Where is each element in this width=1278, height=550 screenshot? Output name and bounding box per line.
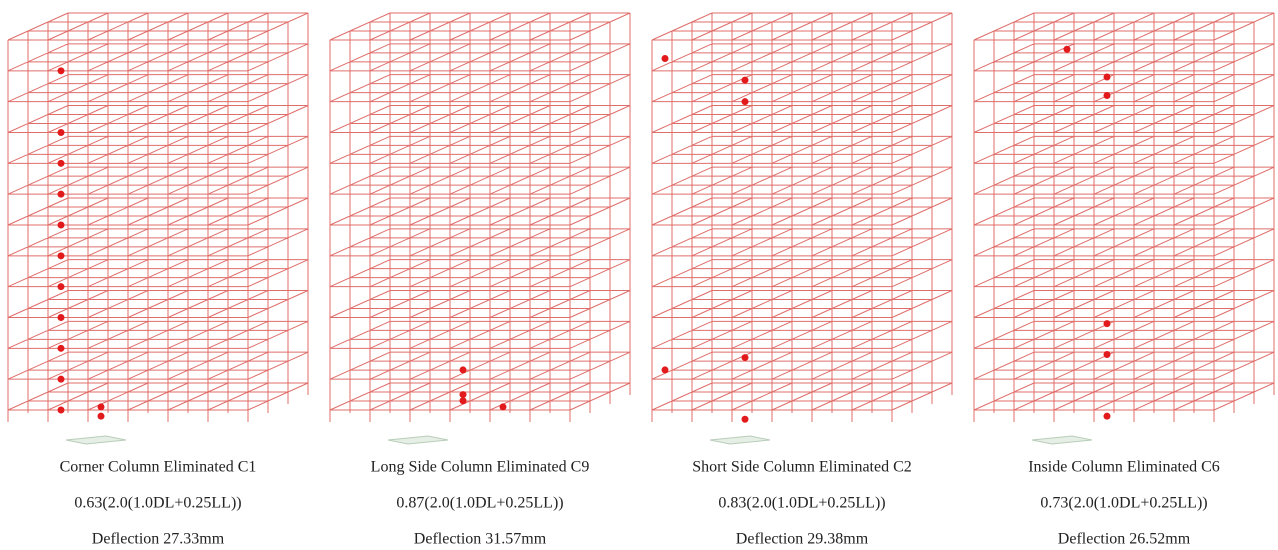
plastic-hinge xyxy=(58,314,65,321)
plastic-hinge xyxy=(98,413,105,420)
support-symbol xyxy=(1032,436,1092,444)
support-symbol xyxy=(66,436,126,444)
plastic-hinge xyxy=(58,191,65,198)
frame-panel: Long Side Column Eliminated C9 0.87(2.0(1… xyxy=(330,13,630,548)
panel-ratio: 0.83(2.0(1.0DL+0.25LL)) xyxy=(718,495,885,512)
plastic-hinge xyxy=(1104,320,1111,327)
plastic-hinge xyxy=(58,160,65,167)
plastic-hinge xyxy=(58,252,65,259)
plastic-hinge xyxy=(58,283,65,290)
plastic-hinge xyxy=(58,67,65,74)
panel-caption: Corner Column Eliminated C1 xyxy=(60,459,257,476)
plastic-hinge xyxy=(1104,413,1111,420)
frame-members xyxy=(8,13,308,422)
plastic-hinge xyxy=(1104,92,1111,99)
support-symbol xyxy=(388,436,448,444)
support-symbol xyxy=(710,436,770,444)
plastic-hinge xyxy=(1104,351,1111,358)
plastic-hinge xyxy=(98,403,105,410)
plastic-hinge xyxy=(742,98,749,105)
plastic-hinge xyxy=(662,55,669,62)
plastic-hinge xyxy=(1104,74,1111,81)
frame-panel: Corner Column Eliminated C1 0.63(2.0(1.0D… xyxy=(8,13,308,548)
plastic-hinge xyxy=(460,366,467,373)
plastic-hinge xyxy=(58,345,65,352)
plastic-hinge xyxy=(58,222,65,229)
panel-caption: Inside Column Eliminated C6 xyxy=(1028,459,1220,476)
panel-deflection: Deflection 29.38mm xyxy=(736,531,869,548)
plastic-hinge xyxy=(460,391,467,398)
figure: Corner Column Eliminated C1 0.63(2.0(1.0D… xyxy=(0,0,1278,550)
plastic-hinge xyxy=(662,366,669,373)
plastic-hinge xyxy=(460,397,467,404)
panel-ratio: 0.87(2.0(1.0DL+0.25LL)) xyxy=(396,495,563,512)
frame-members xyxy=(652,13,952,422)
panel-deflection: Deflection 26.52mm xyxy=(1058,531,1191,548)
plastic-hinge xyxy=(58,376,65,383)
frame-members xyxy=(330,13,630,422)
plastic-hinge xyxy=(58,129,65,136)
frame-members xyxy=(974,13,1274,422)
panel-caption: Short Side Column Eliminated C2 xyxy=(692,459,912,476)
frame-panel: Inside Column Eliminated C6 0.73(2.0(1.0D… xyxy=(974,13,1274,548)
panel-deflection: Deflection 27.33mm xyxy=(92,531,225,548)
panel-deflection: Deflection 31.57mm xyxy=(414,531,547,548)
plastic-hinge xyxy=(742,77,749,84)
plastic-hinge xyxy=(58,407,65,414)
plastic-hinge xyxy=(742,354,749,361)
panel-ratio: 0.73(2.0(1.0DL+0.25LL)) xyxy=(1040,495,1207,512)
frame-panel: Short Side Column Eliminated C2 0.83(2.0(… xyxy=(652,13,952,548)
plastic-hinge xyxy=(742,416,749,423)
panel-ratio: 0.63(2.0(1.0DL+0.25LL)) xyxy=(74,495,241,512)
plastic-hinge xyxy=(1064,46,1071,53)
plastic-hinge xyxy=(500,403,507,410)
panel-caption: Long Side Column Eliminated C9 xyxy=(371,459,590,476)
